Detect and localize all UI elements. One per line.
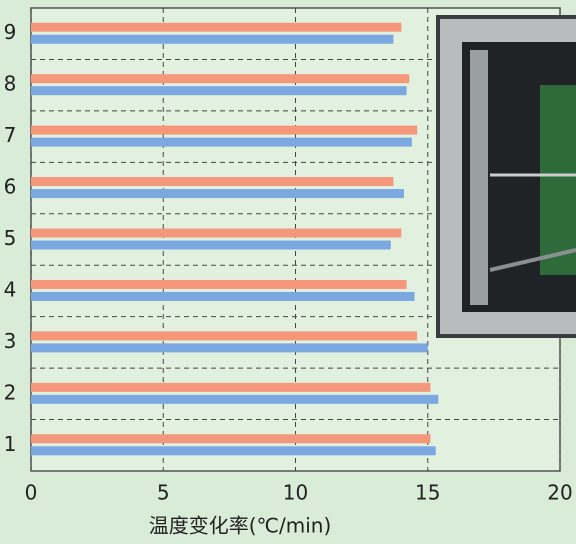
photo-boards [540,85,576,275]
bar [31,177,393,186]
bar [31,126,417,135]
y-tick-label: 7 [4,123,17,147]
y-tick-label: 2 [4,380,17,404]
y-tick-label: 9 [4,20,17,44]
bar [31,331,417,340]
bar [31,35,393,44]
chart: 温度变化率(℃/min) 0 5 10 15 20 1 2 3 4 5 6 7 8 9 [0,0,576,544]
bar [31,434,430,443]
bar [31,189,404,198]
y-tick-label: 8 [4,72,17,96]
bar [31,343,428,352]
x-tick-label: 15 [415,481,440,505]
photo-inset [436,15,576,338]
bar [31,241,391,250]
y-tick-label: 3 [4,329,17,353]
bar [31,86,407,95]
bar [31,395,438,404]
bar [31,138,412,147]
bar [31,229,401,238]
x-tick-label: 5 [157,481,170,505]
x-tick-label: 10 [283,481,308,505]
x-axis-label: 温度变化率(℃/min) [149,514,332,538]
bar [31,23,401,32]
bar [31,280,407,289]
y-tick-label: 4 [4,277,17,301]
y-tick-label: 1 [4,432,17,456]
bar [31,446,436,455]
page: {"chart_data": {"type": "bar", "orientat… [0,0,576,544]
bar [31,383,430,392]
x-tick-label: 0 [25,481,38,505]
y-tick-label: 6 [4,175,17,199]
x-tick-label: 20 [547,481,572,505]
photo-rail [470,50,488,305]
bar [31,292,415,301]
y-tick-label: 5 [4,226,17,250]
bar [31,74,409,83]
